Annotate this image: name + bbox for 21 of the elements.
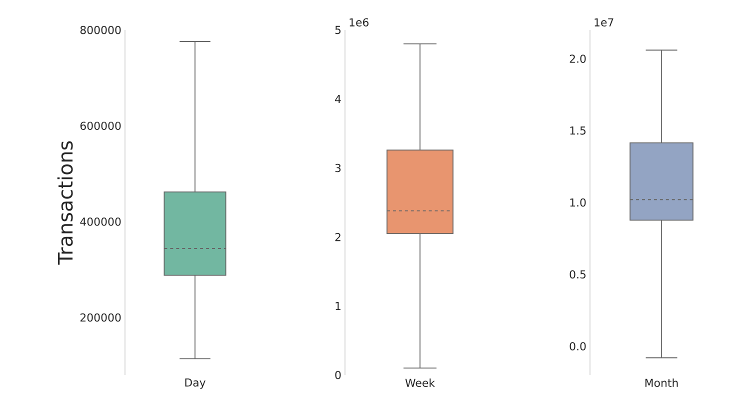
y-tick-label: 3: [335, 164, 341, 172]
y-axis-title: Transactions: [57, 141, 73, 265]
y-tick-label: 2.0: [570, 54, 586, 63]
y-tick-label: 200000: [80, 313, 121, 322]
x-tick-label: Week: [405, 378, 435, 387]
y-tick-label: 1.0: [570, 198, 586, 207]
x-tick-label: Month: [645, 378, 678, 387]
y-tick-label: 0.5: [570, 270, 586, 279]
y-tick-label: 2: [335, 232, 340, 242]
text: 1e7: [594, 18, 614, 26]
y-tick-label: 0.0: [570, 342, 586, 350]
y-tick-label: 400000: [80, 218, 121, 226]
y-tick-label: 1: [336, 302, 340, 310]
y-tick-label: 0: [335, 370, 341, 380]
y-tick-label: 600000: [80, 122, 121, 130]
y-tick-label: 5: [335, 26, 341, 34]
y-tick-label: 1.5: [570, 126, 586, 135]
x-tick-label: Day: [185, 378, 206, 389]
y-tick-label: 800000: [80, 26, 121, 34]
y-tick-label: 4: [335, 95, 341, 103]
text: 1e6: [350, 18, 369, 26]
